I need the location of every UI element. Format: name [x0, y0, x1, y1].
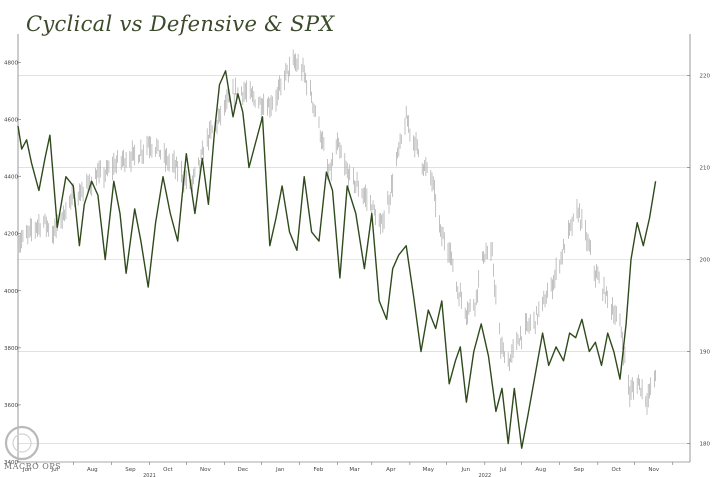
- watermark-ring-icon: [4, 425, 40, 461]
- x-tick-label: Jan: [275, 467, 285, 473]
- x-tick-label: Aug: [87, 467, 98, 473]
- left-tick-label: 4000: [4, 289, 18, 295]
- ratio-line: [17, 70, 657, 449]
- gridlines: [18, 75, 690, 444]
- x-tick-label: Jun: [460, 467, 470, 473]
- year-label: 2021: [143, 473, 156, 477]
- right-tick-label: 180: [700, 442, 711, 448]
- left-tick-label: 4400: [4, 175, 18, 181]
- x-tick-label: Nov: [648, 467, 659, 473]
- tick-labels: 3400 3600 3800 4000 4200 4400 4600 4800 180 190 20…: [4, 61, 710, 477]
- left-tick-label: 4600: [4, 118, 18, 124]
- ratio-series: [17, 70, 657, 449]
- left-tick-label: 3400: [4, 460, 18, 466]
- spx-bars: [17, 49, 656, 415]
- right-tick-label: 210: [700, 165, 711, 171]
- chart-title: Cyclical vs Defensive & SPX: [26, 12, 335, 36]
- x-tick-label: May: [423, 467, 435, 473]
- left-tick-label: 3800: [4, 346, 18, 352]
- x-tick-label: Oct: [163, 467, 173, 473]
- x-tick-label: Sep: [574, 467, 585, 473]
- right-tick-label: 220: [700, 73, 711, 79]
- year-label: 2022: [478, 473, 491, 477]
- x-tick-label: Apr: [386, 467, 396, 473]
- watermark-text: MACRO OPS: [4, 462, 61, 471]
- left-tick-label: 4200: [4, 232, 18, 238]
- left-tick-label: 3600: [4, 403, 18, 409]
- x-tick-label: Nov: [200, 467, 211, 473]
- right-tick-label: 190: [700, 350, 711, 356]
- x-tick-label: Aug: [535, 467, 546, 473]
- watermark: MACRO OPS: [4, 425, 61, 471]
- x-tick-label: Jun: [22, 467, 32, 473]
- x-tick-label: Mar: [349, 467, 360, 473]
- x-tick-label: Jul: [51, 467, 59, 473]
- x-tick-label: Oct: [612, 467, 622, 473]
- watermark-inner-ring-icon: [12, 433, 32, 453]
- x-tick-label: Dec: [237, 467, 248, 473]
- x-tick-label: Jul: [499, 467, 507, 473]
- right-tick-label: 200: [700, 258, 711, 264]
- left-tick-label: 4800: [4, 61, 18, 67]
- x-tick-label: Sep: [125, 467, 136, 473]
- x-tick-label: Feb: [313, 467, 323, 473]
